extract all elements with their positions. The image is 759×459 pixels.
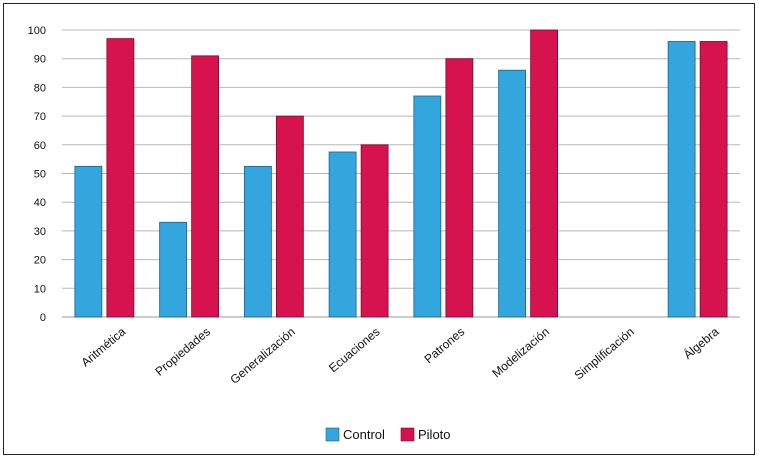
x-tick-label: Álgebra (680, 324, 722, 362)
y-tick-label: 40 (34, 197, 46, 209)
y-tick-label: 70 (34, 111, 46, 123)
x-tick-label: Simplificación (572, 325, 637, 383)
bar-control-2 (243, 165, 272, 318)
bar-piloto-1 (191, 55, 220, 318)
bar-control-1 (159, 221, 188, 318)
bar-control-5 (498, 69, 527, 318)
y-tick-label: 50 (34, 169, 46, 181)
x-tick-label: Aritmética (78, 324, 128, 369)
y-tick-label: 80 (34, 82, 46, 94)
bar-control-0 (74, 165, 103, 318)
y-tick-label: 10 (34, 283, 46, 295)
y-tick-label: 100 (28, 25, 46, 37)
x-tick-label: Generalización (227, 325, 297, 387)
legend-swatch-piloto (400, 427, 415, 442)
legend-swatch-control (325, 427, 340, 442)
legend-label-piloto: Piloto (418, 427, 451, 442)
legend-label-control: Control (343, 427, 385, 442)
y-tick-label: 0 (40, 312, 46, 324)
y-tick-label: 60 (34, 140, 46, 152)
bar-piloto-4 (445, 58, 474, 318)
bar-piloto-0 (106, 38, 135, 318)
bar-piloto-2 (275, 115, 304, 318)
bar-piloto-3 (360, 144, 389, 318)
y-tick-label: 20 (34, 255, 46, 267)
x-tick-label: Modelización (489, 325, 552, 381)
y-tick-label: 30 (34, 226, 46, 238)
bar-piloto-7 (699, 41, 728, 318)
bar-control-4 (413, 95, 442, 318)
y-tick-label: 90 (34, 54, 46, 66)
bar-control-7 (667, 41, 696, 318)
x-tick-label: Patrones (422, 325, 468, 367)
bar-control-3 (328, 151, 357, 318)
x-tick-label: Ecuaciones (326, 325, 383, 376)
chart-frame: 0 10 20 30 40 50 60 70 80 90 100 Aritmética Propieda… (3, 3, 755, 455)
x-tick-label: Propiedades (152, 325, 213, 379)
bar-chart: 0 10 20 30 40 50 60 70 80 90 100 Aritmética Propieda… (28, 25, 740, 442)
bar-piloto-5 (530, 29, 559, 318)
